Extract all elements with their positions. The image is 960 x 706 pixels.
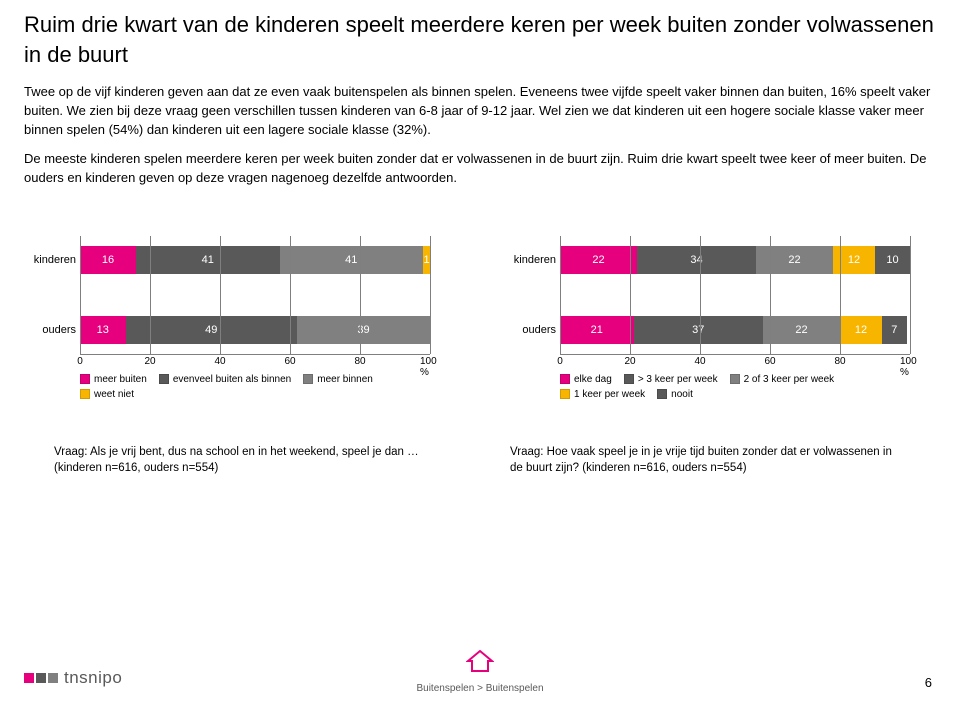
- legend-item: meer buiten: [80, 374, 147, 385]
- legend-item: weet niet: [80, 389, 134, 400]
- legend-item: 1 keer per week: [560, 389, 645, 400]
- bar-segment: 41: [280, 246, 424, 274]
- chart-legend: elke dag > 3 keer per week 2 of 3 keer per…: [560, 374, 910, 400]
- legend-label: 2 of 3 keer per week: [744, 374, 835, 385]
- brand-logo: tnsnipo: [24, 668, 122, 688]
- legend-label: nooit: [671, 389, 693, 400]
- legend-label: meer buiten: [94, 374, 147, 385]
- page-title: Ruim drie kwart van de kinderen speelt m…: [24, 10, 936, 69]
- legend-swatch: [730, 374, 740, 384]
- legend-swatch: [80, 389, 90, 399]
- chart-right: kinderenouders22342212102137221270204060…: [510, 236, 930, 396]
- chart-bar-row: 1641411: [80, 246, 430, 274]
- bar-segment: 10: [875, 246, 910, 274]
- question-right: Vraag: Hoe vaak speel je in je vrije tij…: [510, 444, 906, 476]
- bar-segment: 7: [882, 316, 907, 344]
- bar-segment: 22: [560, 246, 637, 274]
- legend-item: nooit: [657, 389, 693, 400]
- bar-segment: 39: [297, 316, 430, 344]
- bar-segment: 12: [840, 316, 882, 344]
- legend-label: 1 keer per week: [574, 389, 645, 400]
- chart-bar-row: 134939: [80, 316, 430, 344]
- chart-row-label: ouders: [510, 316, 556, 344]
- legend-swatch: [624, 374, 634, 384]
- legend-item: evenveel buiten als binnen: [159, 374, 291, 385]
- legend-label: elke dag: [574, 374, 612, 385]
- chart-bar-row: 2234221210: [560, 246, 910, 274]
- legend-swatch: [80, 374, 90, 384]
- bar-segment: 49: [126, 316, 298, 344]
- bar-segment: 37: [634, 316, 764, 344]
- chart-row-label: kinderen: [30, 246, 76, 274]
- chart-row-label: kinderen: [510, 246, 556, 274]
- chart-row-label: ouders: [30, 316, 76, 344]
- bar-segment: 41: [136, 246, 280, 274]
- charts-row: kinderenouders1641411134939020406080100 …: [24, 236, 936, 396]
- bar-segment: 22: [763, 316, 840, 344]
- house-icon: [466, 649, 494, 678]
- legend-swatch: [159, 374, 169, 384]
- bar-segment: 16: [80, 246, 136, 274]
- breadcrumb: Buitenspelen > Buitenspelen: [416, 683, 543, 694]
- legend-swatch: [303, 374, 313, 384]
- legend-label: meer binnen: [317, 374, 373, 385]
- bar-segment: 22: [756, 246, 833, 274]
- legend-label: evenveel buiten als binnen: [173, 374, 291, 385]
- bar-segment: 21: [560, 316, 634, 344]
- question-left: Vraag: Als je vrij bent, dus na school e…: [54, 444, 450, 476]
- bar-segment: 1: [423, 246, 430, 274]
- legend-item: elke dag: [560, 374, 612, 385]
- legend-swatch: [560, 374, 570, 384]
- brand-text: tnsnipo: [64, 668, 122, 688]
- legend-label: weet niet: [94, 389, 134, 400]
- legend-item: meer binnen: [303, 374, 373, 385]
- legend-swatch: [657, 389, 667, 399]
- legend-item: > 3 keer per week: [624, 374, 718, 385]
- intro-para-2: De meeste kinderen spelen meerdere keren…: [24, 150, 936, 188]
- page-footer: tnsnipo Buitenspelen > Buitenspelen 6: [0, 646, 960, 706]
- intro-para-1: Twee op de vijf kinderen geven aan dat z…: [24, 83, 936, 140]
- bar-segment: 13: [80, 316, 126, 344]
- chart-left: kinderenouders1641411134939020406080100 …: [30, 236, 450, 396]
- page-number: 6: [925, 675, 932, 690]
- legend-label: > 3 keer per week: [638, 374, 718, 385]
- legend-item: 2 of 3 keer per week: [730, 374, 835, 385]
- questions-row: Vraag: Als je vrij bent, dus na school e…: [24, 444, 936, 476]
- chart-bar-row: 213722127: [560, 316, 910, 344]
- chart-legend: meer buiten evenveel buiten als binnen mee…: [80, 374, 430, 400]
- bar-segment: 34: [637, 246, 756, 274]
- legend-swatch: [560, 389, 570, 399]
